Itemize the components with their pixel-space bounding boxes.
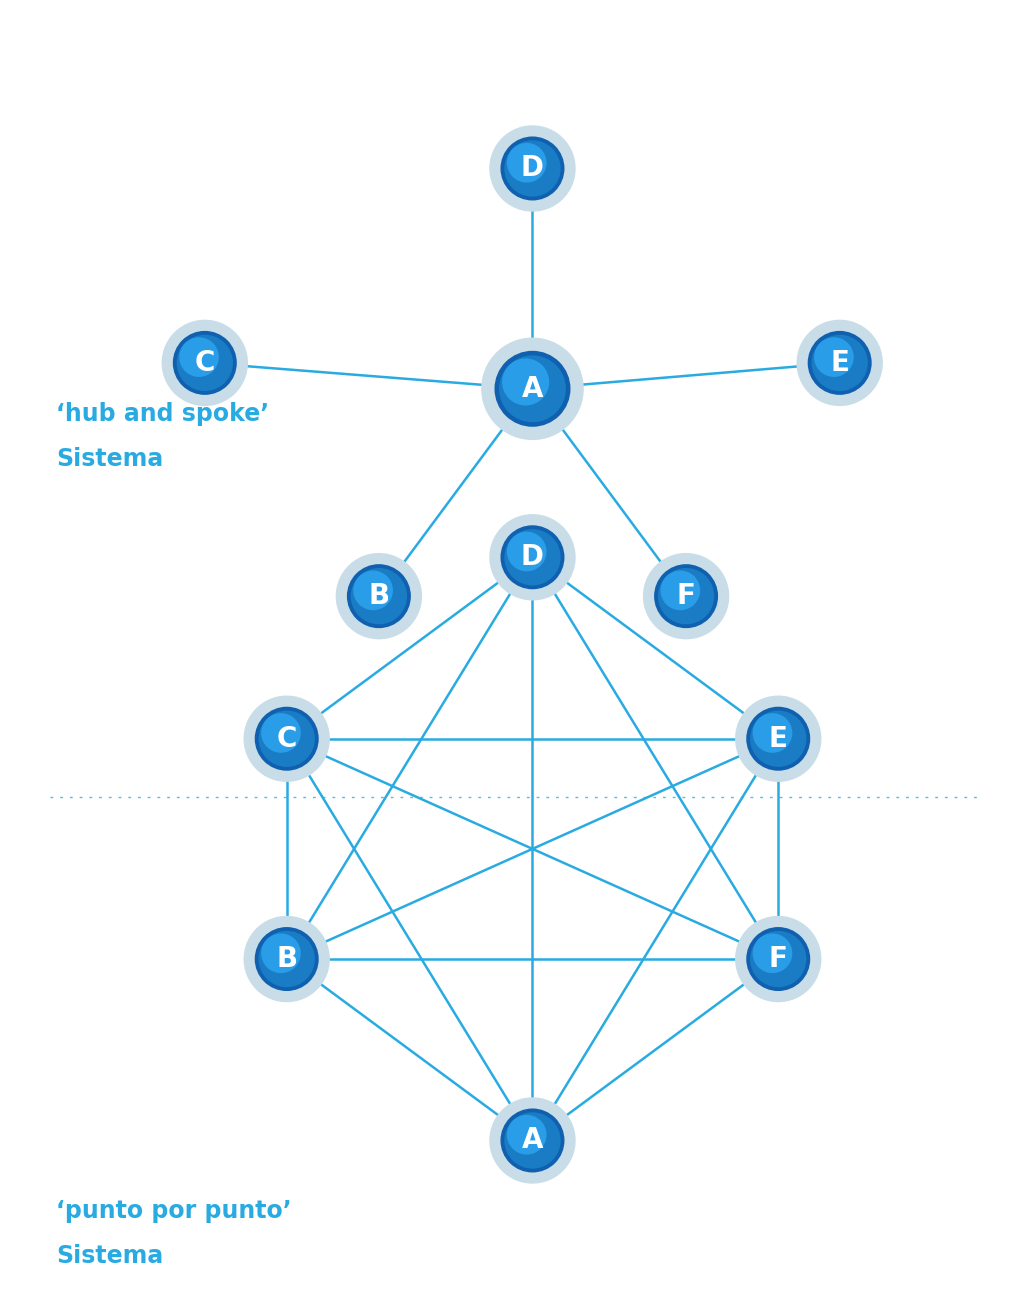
Text: C: C xyxy=(195,349,215,377)
Text: F: F xyxy=(677,582,695,610)
Circle shape xyxy=(162,320,248,406)
Text: ‘hub and spoke’: ‘hub and spoke’ xyxy=(56,402,269,426)
Text: A: A xyxy=(522,375,543,403)
Circle shape xyxy=(261,933,301,973)
Text: A: A xyxy=(522,1126,543,1155)
Circle shape xyxy=(507,531,547,572)
Circle shape xyxy=(489,515,575,600)
Circle shape xyxy=(177,334,233,391)
Circle shape xyxy=(808,330,871,395)
Text: E: E xyxy=(769,724,787,753)
Circle shape xyxy=(255,706,318,771)
Circle shape xyxy=(347,564,411,629)
Circle shape xyxy=(501,525,564,590)
Circle shape xyxy=(244,916,330,1002)
Text: B: B xyxy=(276,945,297,973)
Circle shape xyxy=(504,140,561,197)
Circle shape xyxy=(258,710,315,767)
Text: C: C xyxy=(276,724,297,753)
Text: E: E xyxy=(830,349,849,377)
Circle shape xyxy=(495,351,570,426)
Circle shape xyxy=(746,927,810,991)
Circle shape xyxy=(173,330,237,395)
Circle shape xyxy=(336,553,422,639)
Circle shape xyxy=(507,143,547,183)
Circle shape xyxy=(261,713,301,753)
Circle shape xyxy=(489,126,575,211)
Circle shape xyxy=(797,320,883,406)
Circle shape xyxy=(750,931,807,988)
Circle shape xyxy=(255,927,318,991)
Circle shape xyxy=(502,359,549,406)
Circle shape xyxy=(179,337,219,377)
Circle shape xyxy=(654,564,718,629)
Circle shape xyxy=(350,568,408,625)
Circle shape xyxy=(753,713,793,753)
Circle shape xyxy=(750,710,807,767)
Text: Sistema: Sistema xyxy=(56,447,164,472)
Circle shape xyxy=(735,696,821,781)
Text: D: D xyxy=(521,154,544,183)
Circle shape xyxy=(811,334,867,391)
Circle shape xyxy=(244,696,330,781)
Circle shape xyxy=(746,706,810,771)
Circle shape xyxy=(481,337,584,441)
Circle shape xyxy=(499,355,566,422)
Text: D: D xyxy=(521,543,544,572)
Circle shape xyxy=(504,529,561,586)
Circle shape xyxy=(735,916,821,1002)
Circle shape xyxy=(643,553,729,639)
Circle shape xyxy=(658,568,715,625)
Circle shape xyxy=(507,1115,547,1155)
Text: Sistema: Sistema xyxy=(56,1244,164,1269)
Circle shape xyxy=(501,1108,564,1173)
Circle shape xyxy=(353,570,393,610)
Circle shape xyxy=(660,570,700,610)
Text: ‘punto por punto’: ‘punto por punto’ xyxy=(56,1199,292,1223)
Circle shape xyxy=(753,933,793,973)
Circle shape xyxy=(489,1098,575,1183)
Text: F: F xyxy=(769,945,787,973)
Circle shape xyxy=(258,931,315,988)
Text: B: B xyxy=(369,582,389,610)
Circle shape xyxy=(504,1112,561,1169)
Circle shape xyxy=(501,136,564,201)
Circle shape xyxy=(814,337,854,377)
